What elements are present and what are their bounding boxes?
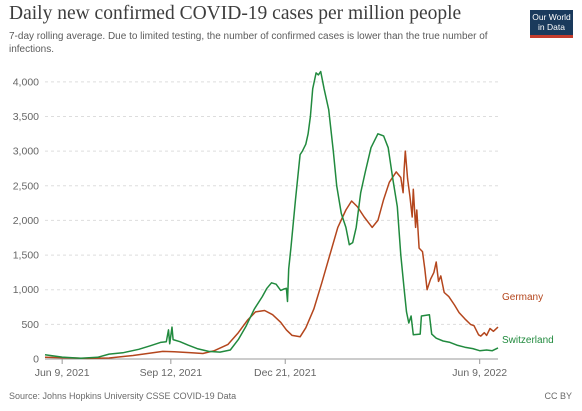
y-tick-label: 1,000 <box>13 284 39 296</box>
y-tick-label: 500 <box>21 319 39 331</box>
y-tick-label: 2,500 <box>13 180 39 192</box>
owid-logo[interactable]: Our World in Data <box>530 10 573 38</box>
x-axis: Jun 9, 2021 Sep 12, 2021 Dec 21, 2021 Jun 9… <box>35 359 507 379</box>
y-tick-label: 1,500 <box>13 250 39 262</box>
x-tick-label: Dec 21, 2021 <box>254 367 317 379</box>
chart-lines: Germany Switzerland <box>44 70 554 360</box>
series-line-switzerland[interactable] <box>44 70 499 359</box>
series-label-germany[interactable]: Germany <box>502 292 543 303</box>
x-tick-label: Sep 12, 2021 <box>140 367 203 379</box>
y-tick-label: 4,000 <box>13 76 39 88</box>
logo-line-1: Our World <box>532 12 571 22</box>
y-tick-label: 3,500 <box>13 111 39 123</box>
y-tick-label: 0 <box>33 354 39 366</box>
y-tick-label: 2,000 <box>13 215 39 227</box>
logo-line-2: in Data <box>538 22 565 32</box>
license-label[interactable]: CC BY <box>544 391 572 401</box>
chart-grid: 0 500 1,000 1,500 2,000 2,500 3,000 3,500 4,000 <box>13 76 498 366</box>
source-note[interactable]: Source: Johns Hopkins University CSSE CO… <box>9 391 237 401</box>
chart-title: Daily new confirmed COVID-19 cases per m… <box>9 3 462 24</box>
series-label-switzerland[interactable]: Switzerland <box>502 335 554 346</box>
x-tick-label: Jun 9, 2022 <box>452 367 507 379</box>
y-tick-label: 3,000 <box>13 146 39 158</box>
chart-subtitle: 7-day rolling average. Due to limited te… <box>9 31 488 55</box>
x-tick-label: Jun 9, 2021 <box>35 367 90 379</box>
